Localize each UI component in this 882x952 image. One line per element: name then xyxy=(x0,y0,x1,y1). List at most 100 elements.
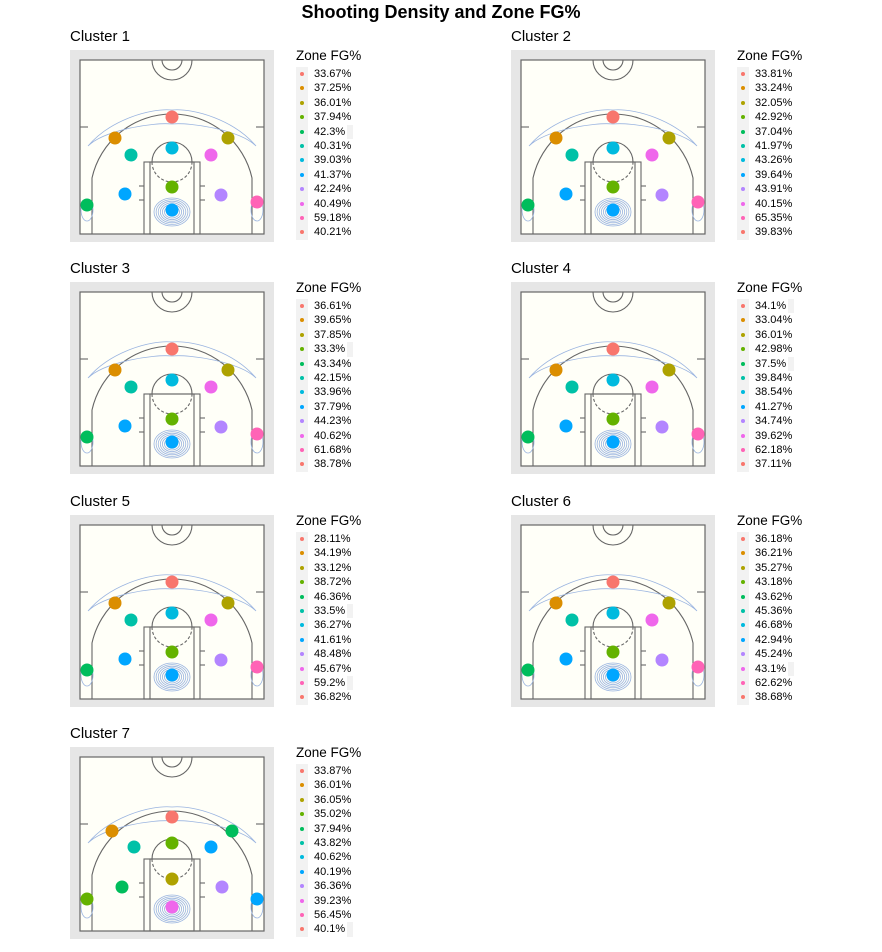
legend-item: 37.04% xyxy=(737,124,795,139)
zone-marker xyxy=(118,187,132,201)
zone-marker xyxy=(250,195,264,209)
legend-label: 59.2% xyxy=(308,675,348,691)
zone-marker xyxy=(108,596,122,610)
court-chart xyxy=(70,282,274,474)
cluster-panel: Cluster 2 Zone FG% 33.81% 33.24% 32.05% 42.92… xyxy=(511,28,882,248)
legend-swatch xyxy=(737,457,749,471)
legend-item: 41.27% xyxy=(737,399,795,415)
zone-marker xyxy=(606,180,620,194)
legend-item: 39.03% xyxy=(296,153,354,168)
legend-label: 38.72% xyxy=(308,575,354,590)
legend-swatch xyxy=(296,778,308,792)
legend-label: 35.02% xyxy=(308,807,354,822)
legend-swatch xyxy=(737,299,749,313)
legend-label: 33.04% xyxy=(749,313,795,328)
legend-swatch xyxy=(296,211,308,225)
legend-label: 39.83% xyxy=(749,225,795,240)
legend-item: 37.5% xyxy=(737,356,794,371)
legend-swatch xyxy=(737,561,749,575)
legend-item: 40.1% xyxy=(296,922,353,937)
legend-swatch xyxy=(737,96,749,110)
zone-marker xyxy=(105,824,119,838)
legend-label: 36.18% xyxy=(749,532,795,547)
zone-marker xyxy=(124,380,138,394)
legend-swatch xyxy=(296,922,308,936)
legend-label: 36.36% xyxy=(308,879,354,894)
legend-item: 59.18% xyxy=(296,210,354,226)
zone-marker xyxy=(521,663,535,677)
legend-label: 36.01% xyxy=(308,778,354,793)
legend-label: 42.94% xyxy=(749,632,795,648)
zone-marker xyxy=(118,652,132,666)
zone-marker xyxy=(645,613,659,627)
legend-label: 62.62% xyxy=(749,675,795,691)
legend-swatch xyxy=(296,182,308,196)
legend-item: 36.82% xyxy=(296,690,354,705)
legend-item: 39.84% xyxy=(737,370,795,386)
legend-label: 39.64% xyxy=(749,167,795,183)
zone-marker xyxy=(225,824,239,838)
legend-item: 42.94% xyxy=(737,632,795,648)
legend-item: 61.68% xyxy=(296,442,354,458)
zone-marker xyxy=(662,363,676,377)
legend-swatch xyxy=(737,443,749,457)
legend-item: 33.96% xyxy=(296,385,354,400)
legend-label: 40.19% xyxy=(308,864,354,880)
legend-item: 41.97% xyxy=(737,138,795,154)
legend-item: 42.24% xyxy=(296,182,354,197)
legend-swatch xyxy=(296,850,308,864)
zone-marker xyxy=(165,668,179,682)
legend-label: 43.91% xyxy=(749,182,795,197)
legend-item: 28.11% xyxy=(296,532,353,547)
legend-item: 36.01% xyxy=(296,95,354,111)
legend-label: 45.36% xyxy=(749,603,795,619)
cluster-panel: Cluster 1 Zone FG% 33.67% 37.25% 36.01% 37.94… xyxy=(70,28,490,248)
legend-item: 40.31% xyxy=(296,138,354,154)
legend-title: Zone FG% xyxy=(296,513,362,528)
legend-item: 38.54% xyxy=(737,385,795,400)
legend-label: 43.62% xyxy=(749,589,795,604)
legend-item: 41.37% xyxy=(296,167,354,183)
legend-swatch xyxy=(737,342,749,356)
legend-label: 37.5% xyxy=(749,356,789,371)
legend-label: 38.68% xyxy=(749,690,795,705)
legend-swatch xyxy=(737,532,749,546)
legend-swatch xyxy=(737,676,749,690)
legend-item: 34.1% xyxy=(737,299,794,314)
zone-marker xyxy=(606,342,620,356)
legend-label: 36.61% xyxy=(308,299,354,314)
legend-title: Zone FG% xyxy=(296,745,362,760)
legend-label: 39.23% xyxy=(308,893,354,908)
legend-item: 43.91% xyxy=(737,182,795,197)
zone-marker xyxy=(204,613,218,627)
court-chart xyxy=(511,50,715,242)
legend-item: 39.83% xyxy=(737,225,795,240)
legend-swatch xyxy=(296,313,308,327)
legend-swatch xyxy=(296,633,308,647)
legend-item: 39.23% xyxy=(296,893,354,908)
zone-marker xyxy=(80,892,94,906)
legend-swatch xyxy=(737,546,749,560)
legend-swatch xyxy=(296,429,308,443)
legend-swatch xyxy=(296,110,308,124)
zone-marker xyxy=(559,187,573,201)
legend-swatch xyxy=(737,328,749,342)
legend-item: 33.3% xyxy=(296,342,353,357)
legend-label: 33.12% xyxy=(308,560,354,576)
legend-label: 41.27% xyxy=(749,399,795,415)
legend-label: 32.05% xyxy=(749,95,795,111)
legend-swatch xyxy=(737,400,749,414)
zone-marker xyxy=(204,840,218,854)
legend-label: 43.26% xyxy=(749,153,795,168)
legend-swatch xyxy=(296,546,308,560)
legend-swatch xyxy=(737,690,749,704)
legend-item: 45.67% xyxy=(296,661,354,676)
zone-marker xyxy=(250,892,264,906)
zone-marker xyxy=(165,872,179,886)
legend-label: 65.35% xyxy=(749,210,795,226)
legend-swatch xyxy=(737,139,749,153)
zone-marker xyxy=(221,131,235,145)
legend-item: 46.36% xyxy=(296,589,354,604)
legend-swatch xyxy=(296,618,308,632)
zone-marker xyxy=(165,412,179,426)
